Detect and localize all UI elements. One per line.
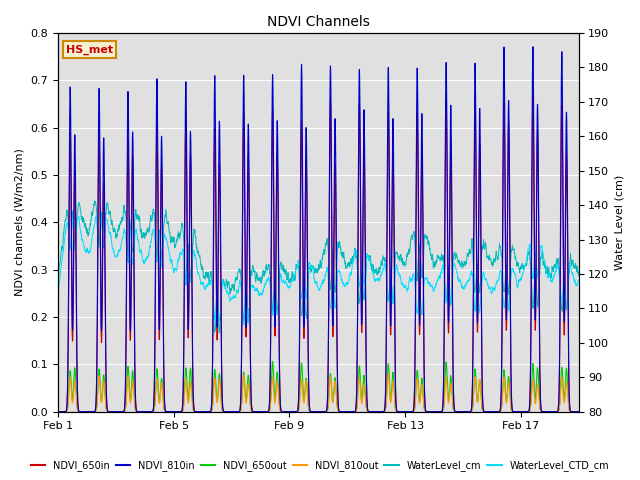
Title: NDVI Channels: NDVI Channels xyxy=(267,15,370,29)
Legend: NDVI_650in, NDVI_810in, NDVI_650out, NDVI_810out, WaterLevel_cm, WaterLevel_CTD_: NDVI_650in, NDVI_810in, NDVI_650out, NDV… xyxy=(27,456,613,475)
Y-axis label: NDVI channels (W/m2/nm): NDVI channels (W/m2/nm) xyxy=(15,148,25,296)
Y-axis label: Water Level (cm): Water Level (cm) xyxy=(615,175,625,270)
Text: HS_met: HS_met xyxy=(66,44,113,55)
